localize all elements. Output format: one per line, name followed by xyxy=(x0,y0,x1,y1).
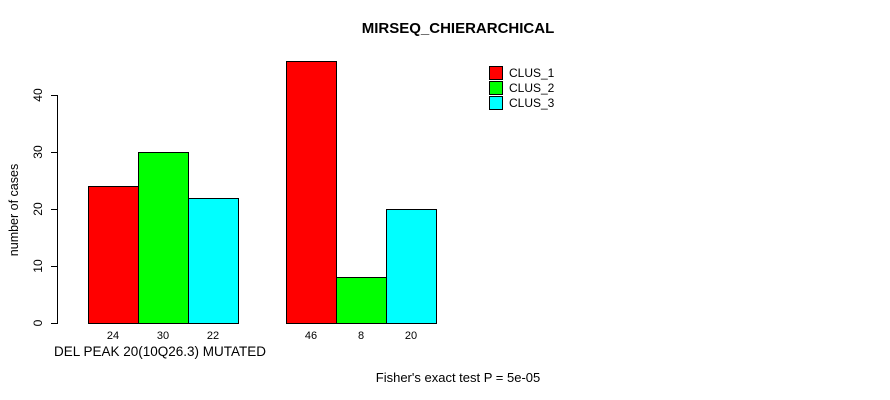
x-axis-group1-label: DEL PEAK 20(10Q26.3) MUTATED xyxy=(53,344,267,359)
legend-item-clus-1: CLUS_1 xyxy=(489,66,554,80)
y-tick-label-10: 10 xyxy=(31,259,45,273)
y-tick-10 xyxy=(51,266,58,267)
legend-label-clus-2: CLUS_2 xyxy=(509,81,555,95)
bar-value-label-clus_2-group1: 30 xyxy=(156,330,170,342)
y-tick-30 xyxy=(51,152,58,153)
y-tick-label-20: 20 xyxy=(31,202,45,216)
bar-clus_3-group2 xyxy=(386,209,437,324)
bar-value-label-clus_3-group2: 20 xyxy=(404,330,418,342)
y-axis-title: number of cases xyxy=(7,163,21,257)
y-tick-0 xyxy=(51,323,58,324)
bar-value-label-clus_3-group1: 22 xyxy=(206,330,220,342)
legend-swatch-clus-2 xyxy=(489,81,503,95)
footer-note: Fisher's exact test P = 5e-05 xyxy=(375,370,541,385)
y-tick-40 xyxy=(51,95,58,96)
legend: CLUS_1 CLUS_2 CLUS_3 xyxy=(489,66,554,110)
legend-item-clus-2: CLUS_2 xyxy=(489,81,554,95)
legend-swatch-clus-3 xyxy=(489,96,503,110)
y-tick-label-0: 0 xyxy=(31,319,45,327)
legend-swatch-clus-1 xyxy=(489,66,503,80)
bar-value-label-clus_2-group2: 8 xyxy=(357,330,365,342)
legend-label-clus-3: CLUS_3 xyxy=(509,96,555,110)
bar-clus_2-group2 xyxy=(336,277,387,324)
bar-clus_3-group1 xyxy=(188,197,239,324)
chart-title: MIRSEQ_CHIERARCHICAL xyxy=(361,20,555,37)
legend-item-clus-3: CLUS_3 xyxy=(489,96,554,110)
bar-value-label-clus_1-group1: 24 xyxy=(106,330,120,342)
y-tick-label-40: 40 xyxy=(31,88,45,102)
y-tick-20 xyxy=(51,209,58,210)
bar-clus_1-group1 xyxy=(88,186,139,324)
bar-clus_1-group2 xyxy=(286,60,337,324)
legend-label-clus-1: CLUS_1 xyxy=(509,66,555,80)
bar-value-label-clus_1-group2: 46 xyxy=(304,330,318,342)
y-tick-label-30: 30 xyxy=(31,145,45,159)
bar-clus_2-group1 xyxy=(138,152,189,324)
